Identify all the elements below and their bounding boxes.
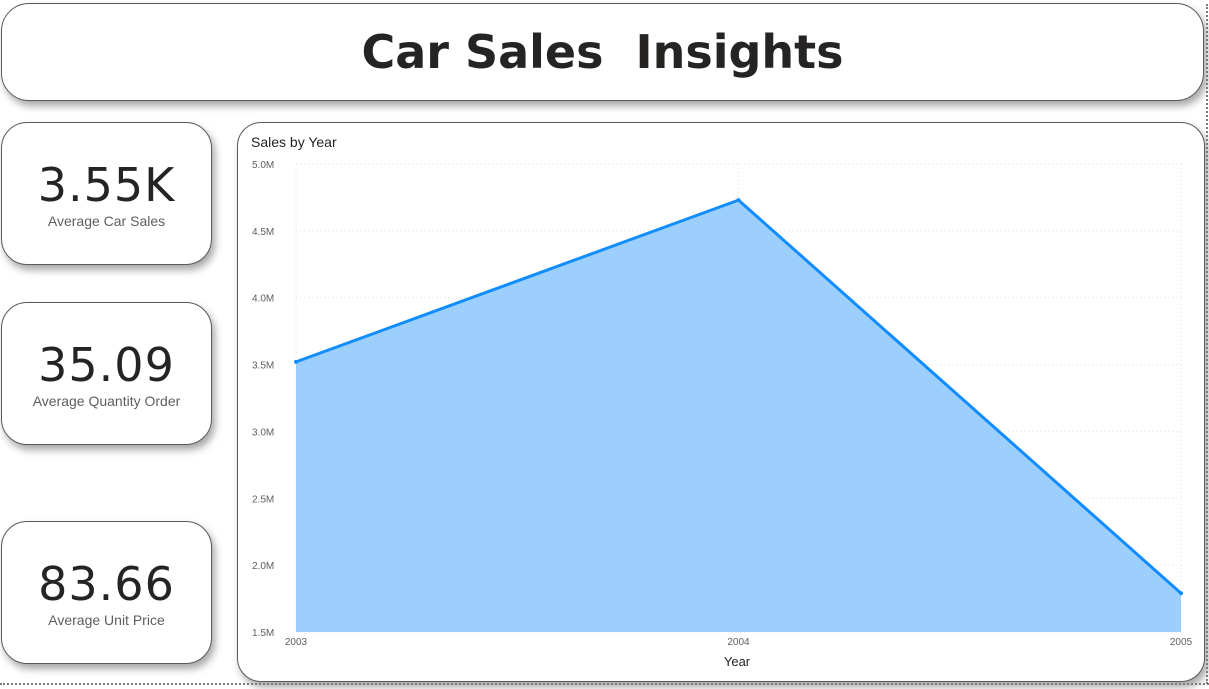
chart-title: Sales by Year <box>251 134 337 150</box>
page-border-right <box>1206 4 1208 684</box>
data-point-2004[interactable] <box>736 198 741 203</box>
title-banner: Car Sales Insights <box>1 3 1204 101</box>
y-tick-label: 2.0M <box>252 561 274 572</box>
kpi-label-average-car-sales: Average Car Sales <box>47 212 166 229</box>
y-axis-ticks: 1.5M 2.0M 2.5M 3.0M 3.5M 4.0M 4.5M 5.0M <box>252 160 274 639</box>
y-tick-label: 4.5M <box>252 227 274 238</box>
report-title: Car Sales Insights <box>361 25 844 79</box>
kpi-card-average-quantity-order[interactable]: 35.09 Average Quantity Order <box>1 302 212 445</box>
y-tick-label: 5.0M <box>252 160 274 171</box>
x-tick-label: 2004 <box>727 637 750 648</box>
x-axis-title: Year <box>724 654 751 669</box>
y-tick-label: 1.5M <box>252 628 274 639</box>
x-tick-label: 2003 <box>285 637 308 648</box>
page-border-bottom <box>0 683 1209 685</box>
y-tick-label: 4.0M <box>252 294 274 305</box>
sales-by-year-chart-card[interactable]: Sales by Year 1.5M 2.0M 2.5M 3.0M 3.5M 4.0M 4.… <box>237 122 1205 682</box>
x-tick-label: 2005 <box>1170 637 1193 648</box>
y-tick-label: 3.0M <box>252 427 274 438</box>
y-tick-label: 2.5M <box>252 494 274 505</box>
kpi-value-average-unit-price: 83.66 <box>38 556 175 611</box>
kpi-value-average-quantity-order: 35.09 <box>38 337 175 392</box>
kpi-card-average-unit-price[interactable]: 83.66 Average Unit Price <box>1 521 212 664</box>
data-points[interactable] <box>294 198 1183 596</box>
kpi-label-average-quantity-order: Average Quantity Order <box>32 392 181 409</box>
data-point-2003[interactable] <box>294 359 298 364</box>
data-point-2005[interactable] <box>1179 591 1183 596</box>
y-tick-label: 3.5M <box>252 361 274 372</box>
sales-area-fill[interactable] <box>296 200 1181 633</box>
kpi-value-average-car-sales: 3.55K <box>37 157 176 212</box>
sales-by-year-chart[interactable]: Sales by Year 1.5M 2.0M 2.5M 3.0M 3.5M 4.0M 4.… <box>238 123 1204 681</box>
kpi-card-average-car-sales[interactable]: 3.55K Average Car Sales <box>1 122 212 265</box>
x-axis-ticks: 2003 2004 2005 <box>285 637 1193 648</box>
kpi-label-average-unit-price: Average Unit Price <box>48 611 165 628</box>
